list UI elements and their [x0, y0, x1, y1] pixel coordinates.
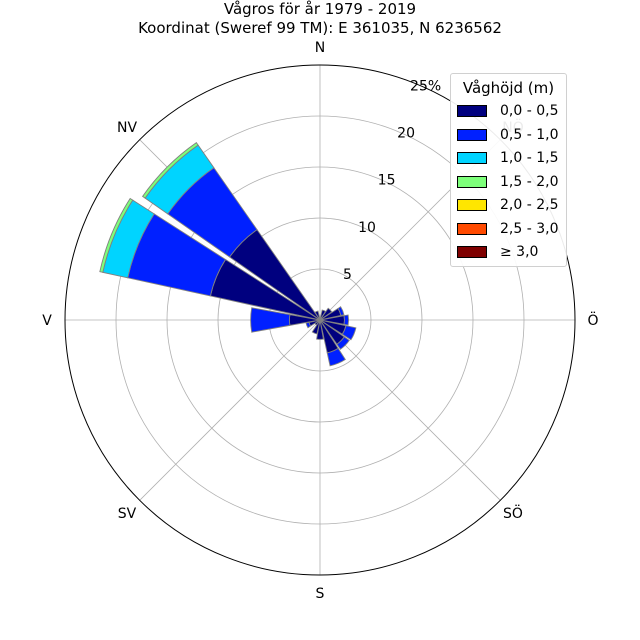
legend-swatch [457, 128, 487, 141]
legend-swatch [457, 175, 487, 188]
radial-tick-label: 5 [343, 267, 352, 283]
radial-tick-label: 20 [397, 126, 415, 142]
outer-circle [64, 64, 576, 576]
bar-ÖNÖ-s1 [337, 306, 345, 316]
direction-label: S [316, 586, 325, 602]
direction-label: SV [118, 506, 137, 522]
direction-label: Ö [587, 311, 598, 329]
bar-Ö-s1 [343, 314, 350, 326]
legend: Våghöjd (m) 0,0 - 0,5 0,5 - 1,0 1,0 - 1,5 1… [450, 73, 567, 267]
legend-label: 2,0 - 2,5 [500, 197, 559, 213]
bar-VSV-s1 [305, 321, 312, 329]
direction-label: N [315, 40, 325, 56]
grid-spoke [139, 319, 321, 501]
bar-ÖSÖ-s1 [341, 325, 357, 341]
legend-title: Våghöjd (m) [462, 79, 555, 97]
legend-label: 1,0 - 1,5 [500, 150, 559, 166]
direction-label: SÖ [503, 504, 523, 522]
direction-label: V [42, 313, 52, 329]
bars-layer [99, 141, 357, 367]
bar-VNV-s3 [99, 197, 134, 273]
bar-V-s1 [250, 307, 291, 333]
chart-title: Vågros för år 1979 - 2019 [223, 0, 417, 18]
legend-swatch [457, 246, 487, 258]
radial-tick-label: 10 [358, 220, 376, 236]
bar-SÖ-s1 [336, 336, 350, 350]
radial-tick-label: 25% [410, 78, 441, 94]
direction-label: NV [117, 120, 137, 136]
legend-label: ≥ 3,0 [500, 244, 539, 260]
legend-swatch [457, 105, 487, 117]
legend-label: 1,5 - 2,0 [500, 173, 559, 190]
grid-spoke [319, 319, 501, 501]
bar-NNV-s0 [314, 310, 321, 321]
legend-swatch [457, 222, 487, 235]
bar-S-s0 [316, 319, 324, 340]
bar-SSÖ-s1 [326, 347, 346, 367]
radial-ticks-layer: 5 10 15 20 25% [343, 78, 441, 283]
direction-labels-layer: NNÖÖSÖSSVVNV [42, 40, 598, 602]
legend-label: 0,0 - 0,5 [500, 103, 559, 119]
legend-label: 0,5 - 1,0 [500, 126, 559, 143]
legend-swatch [457, 152, 487, 164]
radial-tick-label: 15 [378, 173, 396, 189]
bar-NÖ-s0 [319, 307, 333, 321]
legend-label: 2,5 - 3,0 [500, 220, 559, 237]
chart-subtitle: Koordinat (Sweref 99 TM): E 361035, N 62… [138, 19, 502, 37]
legend-swatch [457, 199, 487, 211]
bar-NV-s3 [141, 141, 199, 199]
